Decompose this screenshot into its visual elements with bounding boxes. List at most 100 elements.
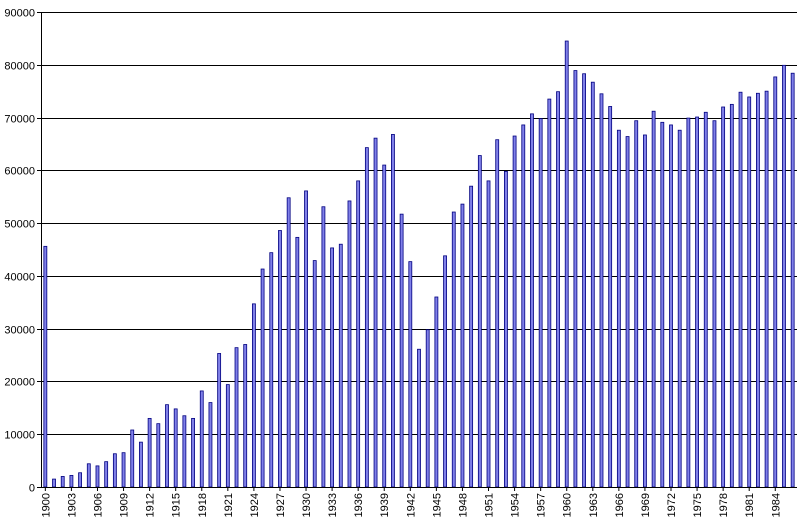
x-tick-label: 1921 <box>223 493 235 517</box>
x-tick-label: 1933 <box>327 493 339 517</box>
bar <box>538 118 543 488</box>
bar <box>364 147 369 488</box>
bar <box>295 236 300 488</box>
bar <box>173 408 178 488</box>
bar <box>425 329 430 488</box>
bar <box>512 135 517 488</box>
y-tick-label: 10000 <box>4 430 35 442</box>
x-tick-label: 1951 <box>484 493 496 517</box>
bar <box>564 40 569 488</box>
x-tick-label: 1909 <box>119 493 131 517</box>
bar <box>747 96 752 488</box>
bar <box>573 70 578 488</box>
bar <box>86 463 91 488</box>
bar <box>503 170 508 488</box>
bar <box>451 211 456 488</box>
bar <box>521 124 526 488</box>
x-tick-label: 1900 <box>40 493 52 517</box>
bar <box>651 110 656 488</box>
bar <box>677 129 682 488</box>
bar <box>477 155 482 488</box>
bar <box>278 230 282 488</box>
bar <box>486 180 491 488</box>
bar-series <box>43 40 795 488</box>
bar <box>373 137 378 488</box>
x-tick-label: 1945 <box>431 493 443 517</box>
x-tick-label: 1918 <box>197 493 209 517</box>
y-tick-label: 20000 <box>4 377 35 389</box>
x-tick-labels: 1900 1903 1906 1909 1912 1915 1918 1921 1924 1927… <box>40 493 782 517</box>
bar <box>434 296 439 488</box>
x-tick-label: 1915 <box>171 493 183 517</box>
y-tick-label: 0 <box>29 483 35 495</box>
bar <box>495 139 500 488</box>
bar <box>616 129 621 488</box>
bar <box>399 213 404 488</box>
x-tick-label: 1939 <box>379 493 391 517</box>
bar <box>139 441 143 488</box>
bar <box>738 91 743 488</box>
x-tick-label: 1957 <box>536 493 548 517</box>
bar <box>165 404 169 488</box>
bar <box>669 124 673 488</box>
bar <box>643 134 647 488</box>
y-tick-label: 40000 <box>4 272 35 284</box>
bar <box>286 197 291 488</box>
bar <box>382 164 387 488</box>
bar <box>790 72 795 488</box>
bar <box>417 348 421 488</box>
x-tick-label: 1984 <box>770 493 782 517</box>
x-tick-label: 1930 <box>301 493 313 517</box>
x-tick-label: 1954 <box>510 493 522 517</box>
x-tick-label: 1942 <box>405 493 417 517</box>
x-tick-label: 1960 <box>562 493 574 517</box>
bar <box>608 106 613 488</box>
bar <box>321 206 326 488</box>
x-tick-label: 1981 <box>744 493 756 517</box>
bar <box>729 103 734 488</box>
bar <box>234 347 239 488</box>
x-tick-label: 1936 <box>353 493 365 517</box>
bar <box>60 476 65 488</box>
y-tick-label: 90000 <box>4 8 35 20</box>
bar <box>530 113 534 488</box>
bar <box>312 260 317 488</box>
bar <box>547 98 552 488</box>
bar <box>582 73 586 488</box>
bar <box>338 243 343 488</box>
bar <box>556 91 560 488</box>
x-tick-label: 1966 <box>614 493 626 517</box>
x-tick-label: 1975 <box>692 493 704 517</box>
y-tick-label: 70000 <box>4 114 35 126</box>
bar <box>590 81 595 488</box>
bar <box>391 134 395 488</box>
bar <box>721 106 726 488</box>
bar <box>625 136 630 488</box>
bar <box>443 255 447 488</box>
bar <box>660 121 665 488</box>
bar <box>217 353 222 488</box>
x-tick-label: 1978 <box>718 493 730 517</box>
bar <box>147 417 152 488</box>
bar <box>95 465 100 488</box>
x-tick-label: 1948 <box>457 493 469 517</box>
bar <box>347 200 352 488</box>
bar <box>121 452 126 488</box>
bar <box>599 93 604 488</box>
bar <box>408 261 413 488</box>
bar <box>686 117 691 488</box>
bar <box>43 245 48 488</box>
x-tick-label: 1972 <box>666 493 678 517</box>
bar <box>130 429 135 488</box>
bar <box>695 116 699 488</box>
bar <box>773 76 778 488</box>
bar <box>191 417 195 488</box>
bar <box>104 461 109 488</box>
bar <box>112 453 117 488</box>
bar <box>243 344 248 488</box>
bar <box>225 384 230 488</box>
bar <box>460 203 465 488</box>
bar <box>182 415 187 488</box>
